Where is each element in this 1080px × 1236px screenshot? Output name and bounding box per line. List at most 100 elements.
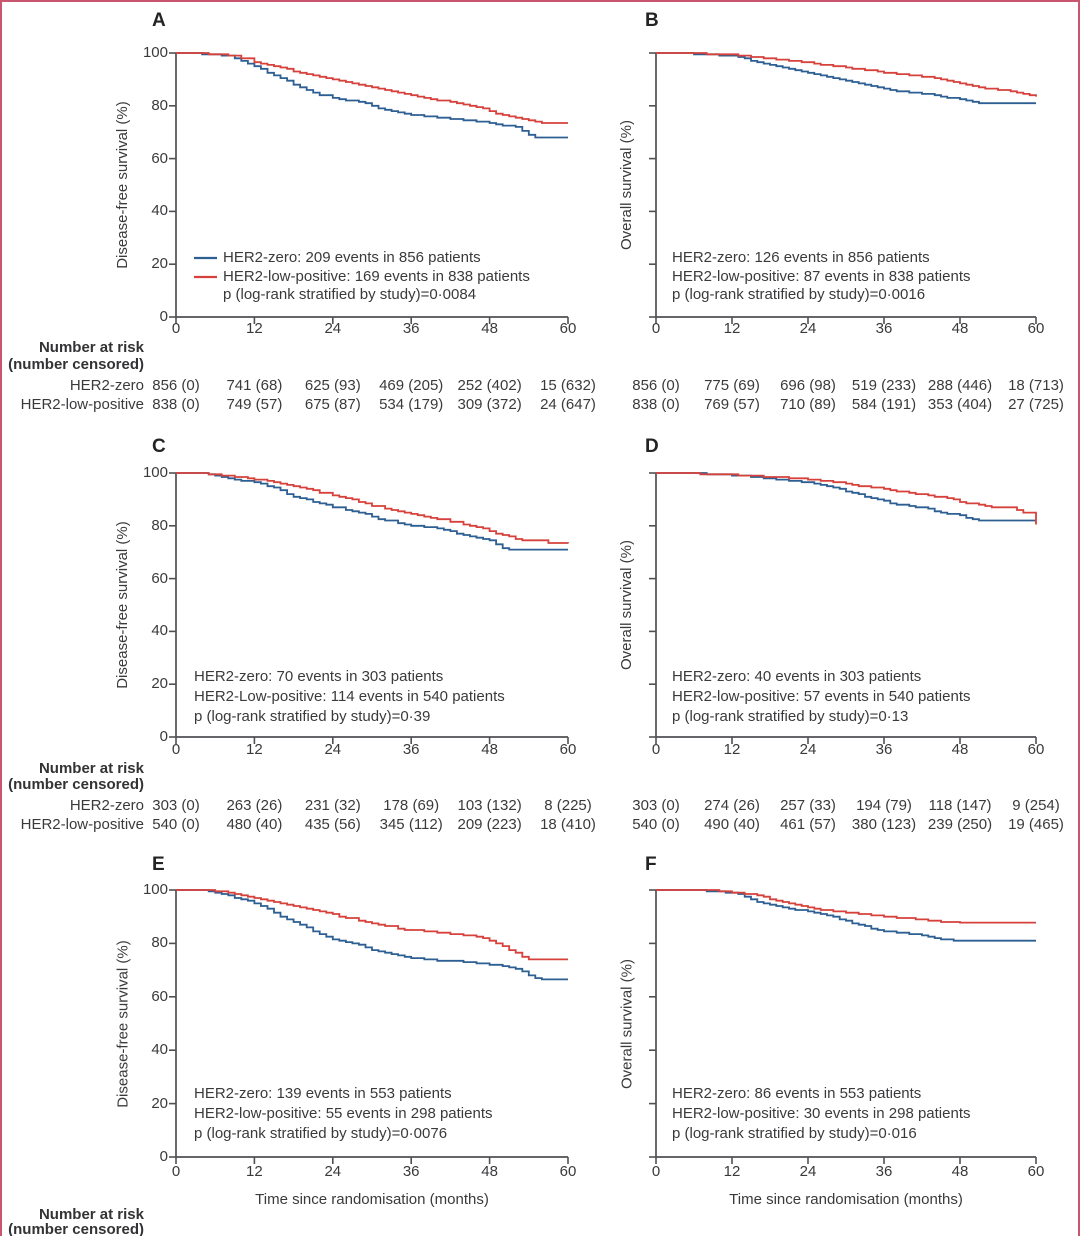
risk-cell: 239 (250) [927, 816, 993, 833]
risk-cell: 309 (372) [457, 396, 522, 413]
x-tick-label: 60 [559, 320, 577, 337]
x-tick-label: 60 [1027, 320, 1045, 337]
legend-line: HER2-low-positive: 57 events in 540 pati… [672, 688, 971, 705]
x-axis-title: Time since randomisation (months) [255, 1191, 489, 1208]
risk-header-line1: Number at risk [38, 760, 144, 777]
risk-cell: 118 (147) [928, 797, 992, 814]
y-tick-label: 20 [151, 675, 168, 693]
x-tick-label: 0 [651, 320, 661, 337]
bottom-risk-header-line1: Number at risk [38, 1206, 144, 1223]
legend-line: p (log-rank stratified by study)=0·0084 [223, 286, 477, 303]
y-tick-label: 60 [151, 987, 168, 1005]
km-curve-her2-low-positive [176, 889, 568, 961]
x-tick-label: 0 [651, 741, 661, 758]
x-tick-label: 36 [402, 1163, 420, 1180]
x-tick-label: 12 [723, 741, 741, 758]
y-tick-label: 80 [151, 934, 168, 952]
y-axis-title: Overall survival (%) [618, 958, 635, 1089]
risk-cell: 353 (404) [927, 396, 993, 413]
x-tick-label: 24 [324, 1163, 342, 1180]
x-tick-label: 36 [875, 320, 893, 337]
legend-line: p (log-rank stratified by study)=0·39 [194, 708, 431, 725]
bottom-risk-header-line2: (number censored) [8, 1221, 144, 1236]
panel-letter-E: E [152, 854, 165, 875]
risk-row-label: HER2-low-positive [20, 396, 144, 413]
x-tick-label: 48 [481, 320, 498, 337]
km-curve-her2-zero [656, 889, 1036, 942]
x-tick-label: 60 [1027, 741, 1045, 758]
y-axis-title: Overall survival (%) [618, 539, 635, 671]
panel-letter-A: A [152, 10, 166, 31]
x-tick-label: 24 [324, 320, 342, 337]
legend-line: HER2-zero: 40 events in 303 patients [672, 668, 922, 685]
x-tick-label: 60 [1027, 1163, 1045, 1180]
risk-row-label: HER2-zero [69, 797, 144, 814]
risk-cell: 194 (79) [856, 797, 912, 814]
risk-cell: 288 (446) [927, 377, 993, 394]
risk-header-line1: Number at risk [38, 339, 144, 356]
legend-line: HER2-low-positive: 30 events in 298 pati… [672, 1105, 971, 1122]
y-tick-label: 100 [142, 881, 168, 898]
panel-letter-D: D [645, 436, 659, 457]
km-curve-her2-low-positive [656, 472, 1037, 525]
y-axis-title: Disease-free survival (%) [114, 939, 131, 1108]
x-tick-label: 48 [951, 320, 969, 337]
x-tick-label: 0 [171, 320, 181, 337]
x-tick-label: 36 [402, 320, 420, 337]
y-tick-label: 0 [159, 1148, 168, 1165]
legend-line: HER2-zero: 209 events in 856 patients [223, 249, 481, 266]
risk-cell: 769 (57) [704, 396, 760, 413]
km-curve-her2-low-positive [656, 52, 1037, 97]
risk-cell: 625 (93) [304, 377, 361, 394]
y-tick-label: 20 [151, 255, 168, 273]
legend-line: HER2-zero: 126 events in 856 patients [672, 249, 930, 266]
risk-cell: 540 (0) [152, 816, 200, 833]
risk-cell: 8 (225) [544, 797, 592, 814]
risk-cell: 519 (233) [851, 377, 917, 394]
legend-line: HER2-zero: 139 events in 553 patients [194, 1085, 452, 1102]
risk-cell: 534 (179) [379, 396, 444, 413]
km-curve-her2-low-positive [176, 472, 569, 544]
x-tick-label: 36 [875, 741, 893, 758]
panel-letter-C: C [152, 436, 166, 457]
panel-letter-B: B [645, 10, 659, 31]
risk-cell: 710 (89) [780, 396, 836, 413]
legend-line: p (log-rank stratified by study)=0·0016 [672, 286, 926, 303]
x-tick-label: 36 [402, 741, 420, 758]
x-tick-label: 12 [246, 320, 263, 337]
risk-cell: 345 (112) [379, 816, 443, 833]
risk-cell: 380 (123) [851, 816, 917, 833]
risk-cell: 18 (410) [540, 816, 596, 833]
legend-line: HER2-zero: 70 events in 303 patients [194, 668, 444, 685]
risk-cell: 303 (0) [152, 797, 200, 814]
risk-cell: 231 (32) [304, 797, 361, 814]
x-tick-label: 36 [875, 1163, 893, 1180]
risk-cell: 749 (57) [226, 396, 283, 413]
x-tick-label: 24 [799, 1163, 817, 1180]
risk-header-line2: (number censored) [8, 356, 144, 373]
risk-cell: 15 (632) [540, 377, 596, 394]
risk-cell: 24 (647) [540, 396, 596, 413]
y-tick-label: 40 [151, 622, 168, 640]
risk-cell: 103 (132) [457, 797, 522, 814]
x-tick-label: 24 [799, 320, 817, 337]
legend-line: HER2-low-positive: 87 events in 838 pati… [672, 268, 971, 285]
legend-line: p (log-rank stratified by study)=0·0076 [194, 1125, 448, 1142]
y-tick-label: 80 [151, 96, 168, 114]
y-tick-label: 60 [151, 149, 168, 167]
y-tick-label: 40 [151, 202, 168, 220]
x-tick-label: 24 [799, 741, 817, 758]
x-tick-label: 48 [481, 1163, 498, 1180]
x-tick-label: 24 [324, 741, 342, 758]
y-tick-label: 40 [151, 1041, 168, 1059]
km-curve-her2-zero [176, 52, 568, 139]
y-tick-label: 0 [159, 728, 168, 745]
risk-cell: 696 (98) [780, 377, 836, 394]
km-curve-her2-zero [176, 889, 568, 981]
y-axis-title: Disease-free survival (%) [114, 521, 131, 689]
y-axis-title: Disease-free survival (%) [114, 101, 131, 269]
risk-cell: 263 (26) [226, 797, 283, 814]
x-tick-label: 12 [246, 1163, 263, 1180]
